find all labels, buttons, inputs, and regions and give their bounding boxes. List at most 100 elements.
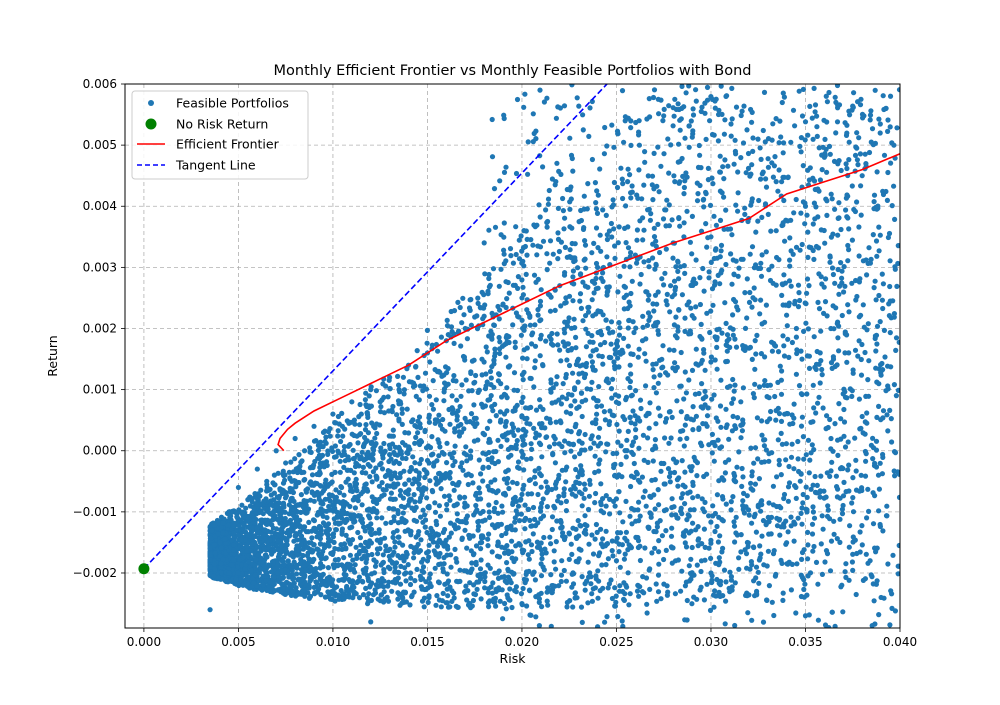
feasible-portfolio-point (268, 580, 273, 585)
feasible-portfolio-point (476, 528, 481, 533)
feasible-portfolio-point (580, 441, 585, 446)
feasible-portfolio-point (693, 87, 698, 92)
feasible-portfolio-point (436, 532, 441, 537)
feasible-portfolio-point (874, 297, 879, 302)
feasible-portfolio-point (302, 573, 307, 578)
feasible-portfolio-point (505, 476, 510, 481)
feasible-portfolio-point (317, 441, 322, 446)
feasible-portfolio-point (318, 592, 323, 597)
feasible-portfolio-point (742, 290, 747, 295)
feasible-portfolio-point (262, 546, 267, 551)
feasible-portfolio-point (822, 559, 827, 564)
feasible-portfolio-point (453, 378, 458, 383)
feasible-portfolio-point (733, 203, 738, 208)
feasible-portfolio-point (362, 548, 367, 553)
feasible-portfolio-point (324, 529, 329, 534)
feasible-portfolio-point (463, 416, 468, 421)
feasible-portfolio-point (341, 555, 346, 560)
feasible-portfolio-point (653, 262, 658, 267)
feasible-portfolio-point (748, 252, 753, 257)
feasible-portfolio-point (409, 467, 414, 472)
feasible-portfolio-point (424, 530, 429, 535)
feasible-portfolio-point (875, 324, 880, 329)
feasible-portfolio-point (679, 350, 684, 355)
feasible-portfolio-point (375, 551, 380, 556)
feasible-portfolio-point (709, 354, 714, 359)
feasible-portfolio-point (476, 388, 481, 393)
feasible-portfolio-point (593, 537, 598, 542)
feasible-portfolio-point (460, 296, 465, 301)
feasible-portfolio-point (722, 132, 727, 137)
feasible-portfolio-point (533, 431, 538, 436)
feasible-portfolio-point (791, 466, 796, 471)
feasible-portfolio-point (868, 558, 873, 563)
feasible-portfolio-point (866, 358, 871, 363)
feasible-portfolio-point (489, 337, 494, 342)
feasible-portfolio-point (838, 227, 843, 232)
feasible-portfolio-point (269, 492, 274, 497)
feasible-portfolio-point (635, 507, 640, 512)
feasible-portfolio-point (757, 311, 762, 316)
feasible-portfolio-point (264, 554, 269, 559)
feasible-portfolio-point (741, 140, 746, 145)
feasible-portfolio-point (325, 589, 330, 594)
feasible-portfolio-point (603, 449, 608, 454)
feasible-portfolio-point (495, 554, 500, 559)
feasible-portfolio-point (400, 456, 405, 461)
feasible-portfolio-point (794, 326, 799, 331)
feasible-portfolio-point (740, 109, 745, 114)
feasible-portfolio-point (600, 207, 605, 212)
feasible-portfolio-point (680, 428, 685, 433)
feasible-portfolio-point (302, 498, 307, 503)
feasible-portfolio-point (882, 153, 887, 158)
feasible-portfolio-point (434, 519, 439, 524)
feasible-portfolio-point (805, 530, 810, 535)
feasible-portfolio-point (796, 456, 801, 461)
feasible-portfolio-point (514, 589, 519, 594)
feasible-portfolio-point (578, 548, 583, 553)
feasible-portfolio-point (427, 359, 432, 364)
feasible-portfolio-point (600, 586, 605, 591)
feasible-portfolio-point (486, 604, 491, 609)
feasible-portfolio-point (786, 499, 791, 504)
feasible-portfolio-point (624, 293, 629, 298)
feasible-portfolio-point (628, 371, 633, 376)
feasible-portfolio-point (486, 502, 491, 507)
feasible-portfolio-point (724, 502, 729, 507)
feasible-portfolio-point (722, 568, 727, 573)
feasible-portfolio-point (597, 166, 602, 171)
feasible-portfolio-point (692, 507, 697, 512)
feasible-portfolio-point (555, 256, 560, 261)
feasible-portfolio-point (306, 560, 311, 565)
feasible-portfolio-point (573, 335, 578, 340)
feasible-portfolio-point (420, 388, 425, 393)
feasible-portfolio-point (656, 381, 661, 386)
feasible-portfolio-point (504, 385, 509, 390)
feasible-portfolio-point (662, 207, 667, 212)
feasible-portfolio-point (361, 465, 366, 470)
feasible-portfolio-point (657, 189, 662, 194)
feasible-portfolio-point (728, 121, 733, 126)
feasible-portfolio-point (616, 320, 621, 325)
feasible-portfolio-point (502, 392, 507, 397)
feasible-portfolio-point (586, 560, 591, 565)
feasible-portfolio-point (787, 235, 792, 240)
feasible-portfolio-point (832, 532, 837, 537)
feasible-portfolio-point (282, 547, 287, 552)
feasible-portfolio-point (411, 555, 416, 560)
feasible-portfolio-point (341, 493, 346, 498)
feasible-portfolio-point (322, 439, 327, 444)
feasible-portfolio-point (755, 137, 760, 142)
feasible-portfolio-point (806, 573, 811, 578)
feasible-portfolio-point (380, 480, 385, 485)
feasible-portfolio-point (402, 505, 407, 510)
feasible-portfolio-point (407, 497, 412, 502)
feasible-portfolio-point (573, 422, 578, 427)
feasible-portfolio-point (422, 429, 427, 434)
feasible-portfolio-point (398, 564, 403, 569)
feasible-portfolio-point (456, 423, 461, 428)
feasible-portfolio-point (677, 384, 682, 389)
feasible-portfolio-point (405, 407, 410, 412)
feasible-portfolio-point (672, 97, 677, 102)
feasible-portfolio-point (751, 578, 756, 583)
